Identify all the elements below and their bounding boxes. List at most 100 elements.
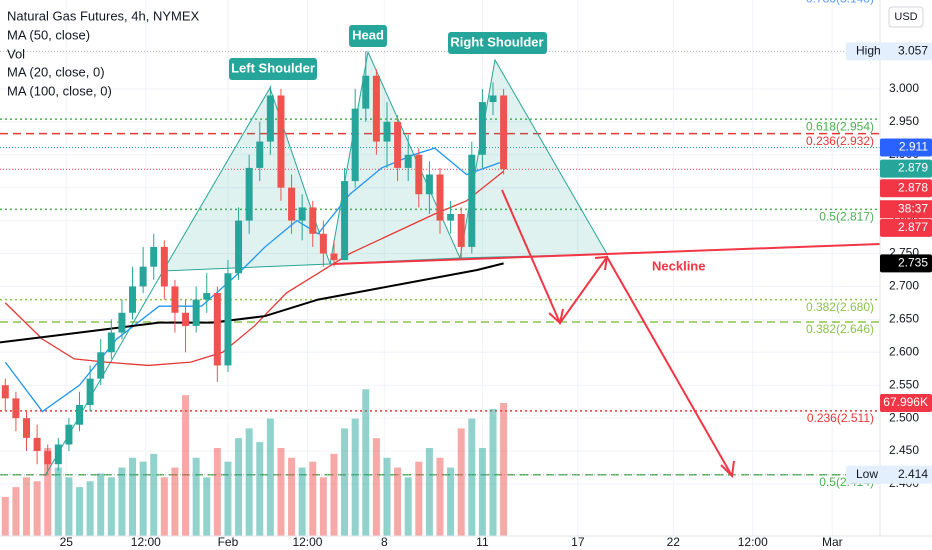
candle-body	[330, 253, 338, 261]
y-tick-label: 3.000	[889, 81, 919, 95]
price-tag-label: 2.911	[899, 140, 928, 154]
right-shoulder-label: Right Shoulder	[450, 34, 543, 49]
volume-bar	[245, 428, 253, 536]
volume-bar	[415, 461, 423, 536]
candle-body	[12, 398, 20, 419]
candle-body	[107, 332, 115, 353]
x-tick-label: 25	[60, 535, 74, 549]
price-tag	[880, 159, 932, 178]
countdown-tag	[880, 200, 932, 219]
candle-body	[86, 378, 94, 405]
candle-body	[457, 214, 465, 247]
candle-body	[383, 121, 391, 142]
volume-bar	[12, 487, 20, 536]
volume-bar	[468, 418, 476, 536]
price-tag-name: High	[856, 44, 881, 58]
candle-body	[44, 451, 52, 465]
volume-bar	[203, 477, 211, 536]
x-tick-label: 12:00	[292, 535, 322, 549]
legend-entry: MA (20, close, 0)	[7, 64, 105, 79]
neckline	[332, 243, 881, 265]
head-label: Head	[352, 27, 384, 42]
candle-body	[362, 75, 370, 109]
candle-body	[23, 418, 31, 438]
candle-body	[160, 246, 168, 287]
legend-entry: Vol	[7, 46, 25, 61]
fib-label: 0.5(2.817)	[819, 210, 874, 224]
candle-body	[245, 167, 253, 221]
price-tag-label: 2.414	[898, 467, 928, 481]
price-tag	[880, 254, 932, 273]
volume-bar	[139, 461, 147, 536]
volume-bar	[44, 447, 52, 536]
y-tick-label: 2.700	[889, 279, 919, 293]
currency-box[interactable]	[888, 6, 924, 28]
volume-bar	[76, 487, 84, 536]
volume-bar	[266, 418, 274, 536]
x-tick-label: 8	[381, 535, 388, 549]
arrow-head	[548, 308, 564, 325]
chart-title: Natural Gas Futures, 4h, NYMEX	[7, 8, 200, 23]
y-tick-label: 2.650	[889, 312, 919, 326]
volume-bar	[97, 473, 105, 536]
volume	[1, 389, 508, 536]
volume-bar	[213, 447, 221, 536]
candle-body	[182, 312, 190, 326]
legend-entry: MA (50, close)	[7, 27, 90, 42]
fib-label: 0.236(2.511)	[807, 411, 874, 425]
volume-bar	[129, 457, 137, 536]
price-tag	[880, 179, 932, 198]
candle-body	[97, 352, 105, 379]
currency[interactable]: USD	[894, 11, 917, 23]
volume-bar	[224, 461, 232, 536]
price-tag	[880, 218, 932, 237]
volume-bar	[351, 418, 359, 536]
left-shoulder-label: Left Shoulder	[231, 60, 315, 75]
candle-body	[319, 233, 327, 254]
candle-body	[213, 293, 221, 366]
y-tick-label: 2.550	[889, 377, 919, 391]
volume-bar	[298, 467, 306, 536]
label-box	[448, 32, 547, 54]
candle-body	[171, 286, 179, 313]
volume-bar	[86, 481, 94, 536]
candle-body	[203, 293, 211, 300]
price-tag-label: 2.879	[898, 161, 928, 175]
x-tick-label: 12:00	[738, 535, 768, 549]
volume-bar	[383, 457, 391, 536]
candles	[1, 51, 508, 475]
volume-bar	[330, 453, 338, 536]
arrow-head	[720, 460, 735, 479]
candle-body	[489, 95, 497, 103]
y-tick-label: 2.950	[889, 114, 919, 128]
candle-body	[76, 404, 84, 425]
price-tag	[846, 42, 932, 61]
grid	[0, 0, 880, 536]
volume-bar	[478, 447, 486, 536]
volume-bar	[33, 481, 41, 536]
candle-body	[478, 102, 486, 155]
volume-bar	[107, 477, 115, 536]
volume-bar	[341, 428, 349, 536]
fib-label: 0.382(2.646)	[806, 322, 874, 336]
volume-bar	[171, 467, 179, 536]
candle-body	[351, 108, 359, 182]
candle-body	[118, 312, 126, 333]
volume-bar	[404, 477, 412, 536]
candle-body	[436, 174, 444, 221]
y-tick-label: 2.600	[889, 344, 919, 358]
x-tick-label: 17	[571, 535, 585, 549]
x-tick-label: 22	[667, 535, 681, 549]
projections: Neckline	[332, 189, 881, 479]
volume-bar	[288, 457, 296, 536]
legend: Natural Gas Futures, 4h, NYMEX MA (50, c…	[7, 8, 200, 98]
volume-bar	[150, 453, 158, 536]
volume-bar	[394, 467, 402, 536]
price-tag-name: Low	[856, 467, 878, 481]
volume-bar	[256, 442, 264, 536]
arrow-head	[594, 255, 609, 271]
volume-bar	[54, 467, 62, 536]
volume-bar	[372, 438, 380, 536]
countdown: 38:37	[898, 201, 928, 215]
candle-body	[139, 266, 147, 287]
